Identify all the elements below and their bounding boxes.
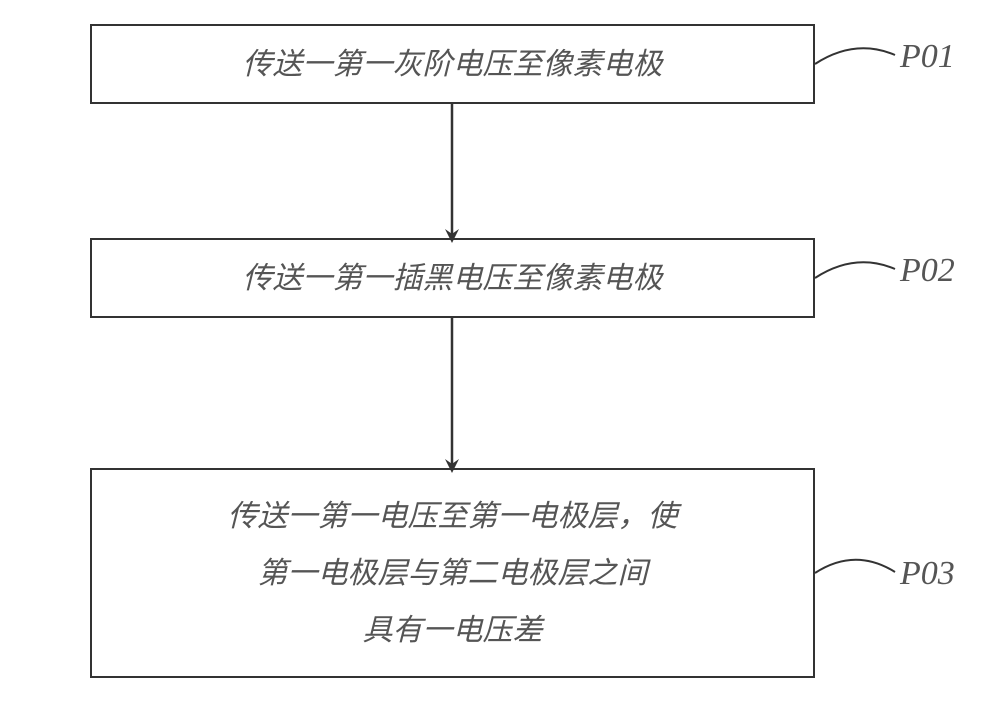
lead-line (815, 262, 895, 278)
connectors (0, 0, 1000, 711)
lead-line (815, 560, 895, 573)
lead-line (815, 48, 895, 64)
